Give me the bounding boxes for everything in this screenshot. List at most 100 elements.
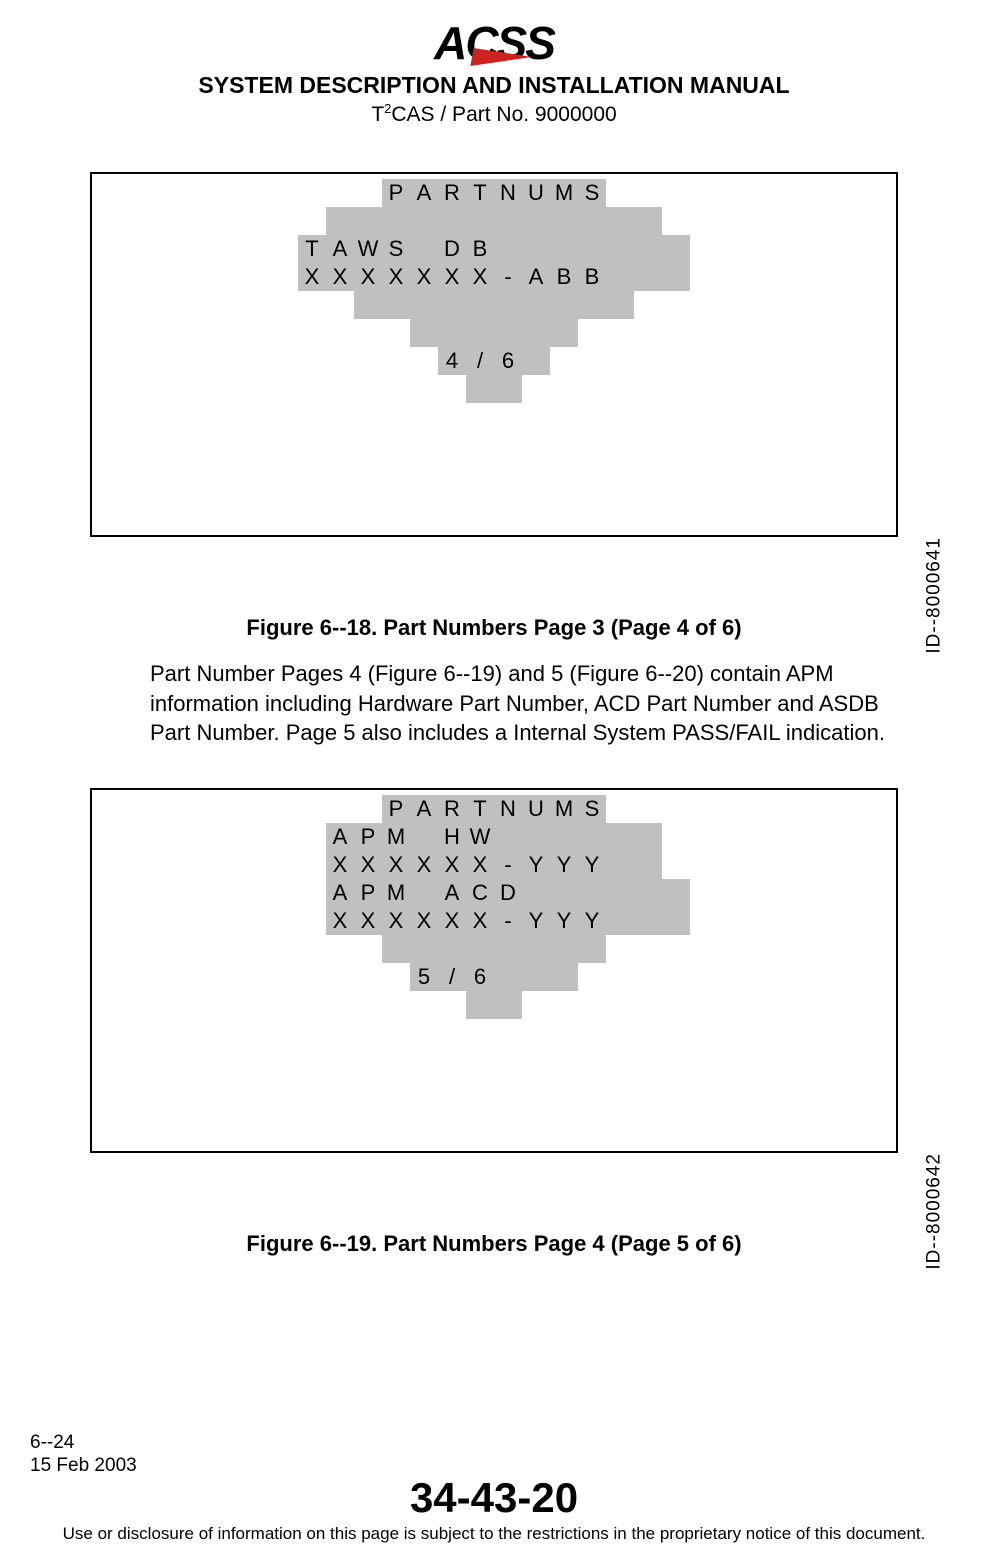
display-cell-blank — [354, 795, 382, 823]
footer-page-number: 6--24 — [30, 1431, 137, 1455]
display-cell-blank — [242, 375, 270, 403]
display-cell — [522, 235, 550, 263]
body-paragraph: Part Number Pages 4 (Figure 6--19) and 5… — [150, 659, 918, 748]
display-cell-blank — [270, 963, 298, 991]
display-cell — [326, 207, 354, 235]
display-cell — [550, 291, 578, 319]
display-cell — [382, 291, 410, 319]
display-cell: M — [550, 795, 578, 823]
display-cell — [606, 235, 634, 263]
display-cell — [466, 375, 494, 403]
display-cell: B — [466, 235, 494, 263]
display-row — [214, 207, 774, 235]
display-cell — [578, 207, 606, 235]
display-cell: P — [354, 823, 382, 851]
display-row: APMHW — [214, 823, 774, 851]
figure-6-18-caption: Figure 6--18. Part Numbers Page 3 (Page … — [30, 615, 958, 641]
display-cell-blank — [326, 347, 354, 375]
display-cell — [578, 235, 606, 263]
display-cell: X — [438, 851, 466, 879]
display-cell-blank — [354, 991, 382, 1019]
display-cell-blank — [270, 347, 298, 375]
display-cell-blank — [298, 851, 326, 879]
display-cell: X — [438, 907, 466, 935]
display-cell-blank — [214, 991, 242, 1019]
display-cell — [550, 935, 578, 963]
display-cell: W — [466, 823, 494, 851]
display-cell: Y — [550, 851, 578, 879]
display-cell-blank — [214, 879, 242, 907]
display-cell — [606, 823, 634, 851]
display-cell: X — [382, 851, 410, 879]
display-cell: X — [354, 263, 382, 291]
display-cell: 5 — [410, 963, 438, 991]
display-cell: W — [354, 235, 382, 263]
display-cell — [606, 263, 634, 291]
display-cell — [578, 291, 606, 319]
figure-6-19-id: ID--8000642 — [924, 1153, 946, 1270]
display-row — [214, 375, 774, 403]
display-cell-blank — [326, 319, 354, 347]
display-cell-blank — [298, 375, 326, 403]
footer-date: 15 Feb 2003 — [30, 1454, 137, 1478]
display-row: PARTNUMS — [214, 179, 774, 207]
display-cell — [410, 319, 438, 347]
display-cell — [634, 235, 662, 263]
display-cell: A — [326, 823, 354, 851]
display-cell: 4 — [438, 347, 466, 375]
display-cell — [410, 207, 438, 235]
display-cell: X — [354, 907, 382, 935]
display-cell — [578, 879, 606, 907]
display-cell — [438, 935, 466, 963]
display-cell-blank — [214, 935, 242, 963]
display-cell-blank — [270, 319, 298, 347]
display-row: XXXXXX-YYY — [214, 907, 774, 935]
display-cell: A — [410, 795, 438, 823]
display-cell-blank — [410, 347, 438, 375]
display-cell: C — [466, 879, 494, 907]
display-cell: X — [382, 907, 410, 935]
display-cell-blank — [270, 375, 298, 403]
display-cell-blank — [270, 879, 298, 907]
display-cell: B — [550, 263, 578, 291]
display-cell: A — [326, 879, 354, 907]
display-cell-blank — [326, 991, 354, 1019]
footer-code: 34-43-20 — [410, 1474, 578, 1522]
display-cell — [494, 235, 522, 263]
figure-6-18-display: PARTNUMSTAWSDBXXXXXXX-ABB4/6 — [214, 179, 774, 403]
display-cell-blank — [298, 963, 326, 991]
display-cell — [466, 207, 494, 235]
display-cell: T — [298, 235, 326, 263]
footer-disclaimer: Use or disclosure of information on this… — [30, 1524, 958, 1544]
display-cell: Y — [578, 907, 606, 935]
display-cell: X — [410, 263, 438, 291]
display-cell-blank — [214, 319, 242, 347]
display-cell-blank — [326, 179, 354, 207]
display-cell — [634, 879, 662, 907]
display-row — [214, 935, 774, 963]
display-cell — [606, 207, 634, 235]
display-cell — [634, 263, 662, 291]
display-cell — [578, 935, 606, 963]
display-cell-blank — [270, 235, 298, 263]
display-cell-blank — [270, 907, 298, 935]
display-cell: Y — [550, 907, 578, 935]
display-cell-blank — [214, 291, 242, 319]
display-cell: T — [466, 795, 494, 823]
display-cell — [606, 907, 634, 935]
display-cell: R — [438, 795, 466, 823]
display-cell-blank — [270, 179, 298, 207]
display-cell-blank — [354, 319, 382, 347]
display-cell-blank — [382, 319, 410, 347]
figure-6-19-box: PARTNUMSAPMHWXXXXXX-YYYAPMACDXXXXXX-YYY5… — [90, 788, 898, 1153]
display-cell-blank — [214, 235, 242, 263]
display-cell-blank — [270, 263, 298, 291]
display-cell: P — [382, 179, 410, 207]
display-cell — [522, 879, 550, 907]
display-cell: Y — [522, 907, 550, 935]
display-cell-blank — [326, 795, 354, 823]
display-cell — [522, 347, 550, 375]
display-cell-blank — [242, 907, 270, 935]
display-cell: S — [578, 795, 606, 823]
document-header: ACSS SYSTEM DESCRIPTION AND INSTALLATION… — [30, 20, 958, 127]
